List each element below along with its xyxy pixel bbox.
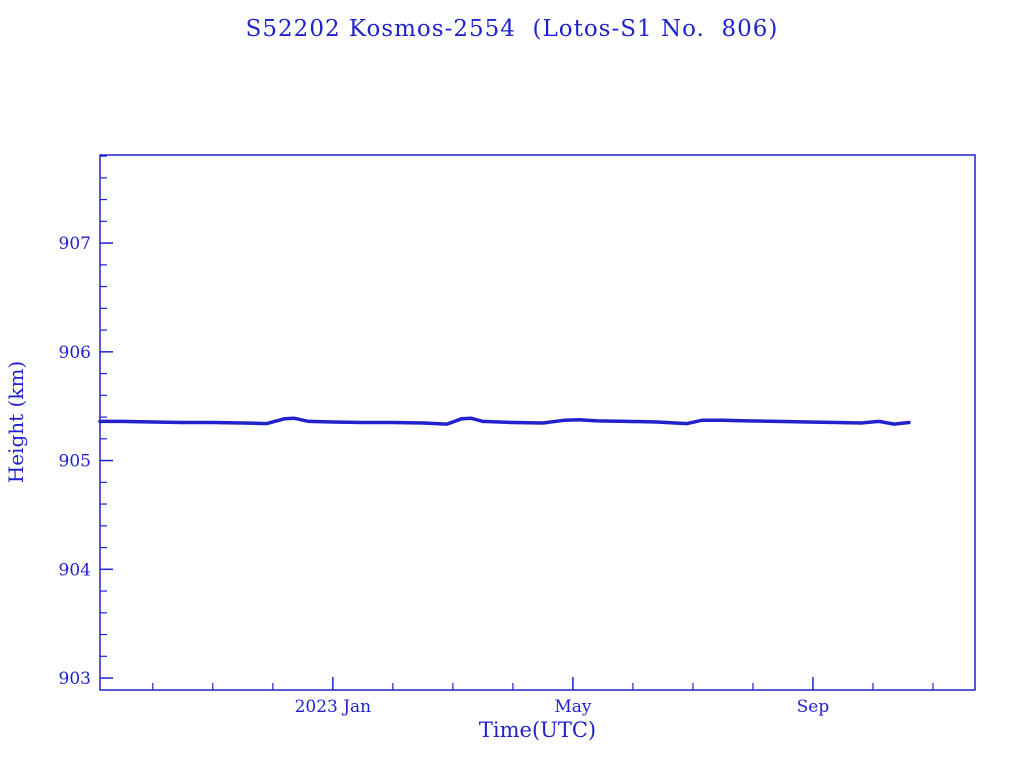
x-tick-label: Sep (797, 697, 830, 717)
x-tick-label: May (554, 697, 592, 717)
y-axis-label: Height (km) (4, 360, 28, 484)
data-line-height (98, 416, 911, 426)
y-tick-label: 905 (59, 452, 91, 472)
x-tick-label: 2023 Jan (295, 697, 372, 717)
y-tick-label: 907 (59, 234, 91, 254)
y-tick-label: 904 (59, 560, 91, 580)
y-tick-label: 906 (59, 343, 91, 363)
y-tick-label: 903 (59, 669, 91, 689)
chart-title: S52202 Kosmos-2554 (Lotos-S1 No. 806) (245, 16, 779, 42)
x-axis-label: Time(UTC) (478, 718, 597, 742)
